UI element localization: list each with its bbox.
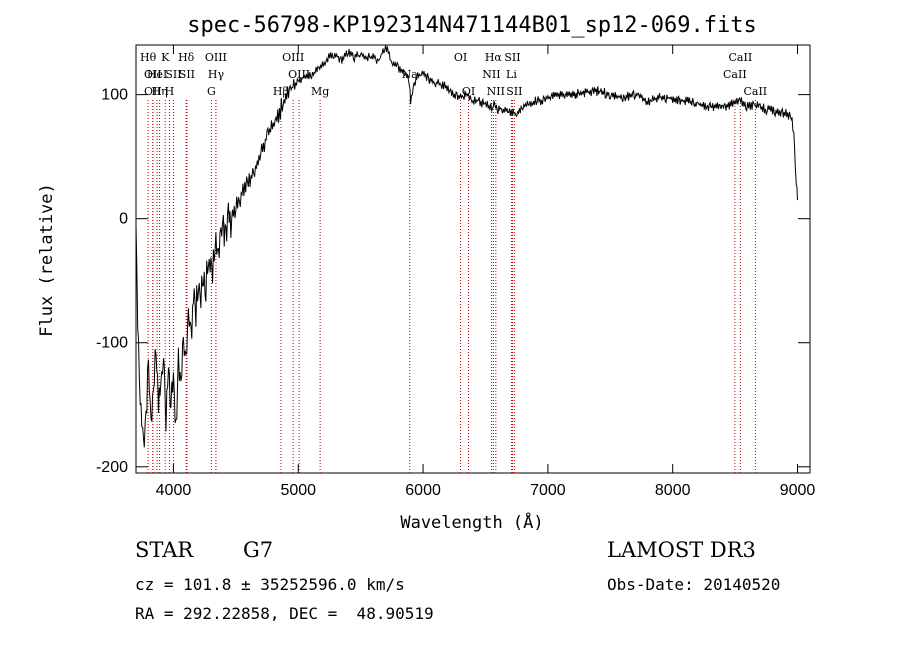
line-marker-label: SII [506,85,522,98]
line-marker-label: HeI [147,68,167,81]
plot-frame [135,44,811,474]
line-marker-label: Li [506,68,517,81]
line-marker-label: SII [165,68,181,81]
line-marker-label: H [165,85,175,98]
x-tick-label: 8000 [655,482,691,499]
line-marker-label: CaII [723,68,747,81]
line-marker-label: SII [179,68,195,81]
line-marker-label: OII [144,68,162,81]
coordinates: RA = 292.22858, DEC = 48.90519 [135,604,434,623]
line-marker-label: Na [402,68,419,81]
line-marker-label: Mg [311,85,329,98]
x-tick-label: 5000 [280,482,316,499]
line-marker-label: G [207,85,216,98]
line-marker-label: Hγ [208,68,225,81]
line-marker-label: OIII [205,51,227,64]
line-marker-label: Hδ [178,51,195,64]
line-marker-label: Hθ [140,51,157,64]
axis-ticks: 4000 5000 6000 7000 8000 9000 -200 -100 0 100 [96,45,815,499]
line-marker-label: OII [144,85,162,98]
y-axis-label: Flux (relative) [37,183,57,337]
x-tick-label: 4000 [156,482,192,499]
spectrum-line [135,44,798,448]
line-marker-label: SII [504,51,520,64]
object-subclass: G7 [243,538,274,562]
y-tick-label: 100 [101,87,128,104]
line-marker-label: OI [454,51,467,64]
line-marker-label: CaII [729,51,753,64]
y-tick-label: -100 [96,335,128,352]
line-marker-label: NII [487,85,505,98]
x-tick-label: 7000 [530,482,566,499]
object-class: STAR [135,538,194,562]
line-marker-label: CaII [743,85,767,98]
line-marker-label: OIII [282,51,304,64]
chart-title: spec-56798-KP192314N471144B01_sp12-069.f… [187,13,757,38]
line-marker-label: OI [462,85,475,98]
redshift-info: cz = 101.8 ± 35252596.0 km/s [135,575,405,594]
line-marker-label: Hη [151,85,167,98]
y-tick-label: 0 [119,211,128,228]
line-marker-label: NII [482,68,500,81]
x-tick-label: 9000 [780,482,816,499]
line-marker-label: Hβ [273,85,289,98]
survey-name: LAMOST DR3 [607,538,756,562]
line-marker-label: Hα [485,51,503,64]
line-marker-label: K [161,51,170,64]
x-tick-label: 6000 [405,482,441,499]
observation-date: Obs-Date: 20140520 [607,575,781,594]
y-tick-label: -200 [96,459,128,476]
x-axis-label: Wavelength (Å) [400,511,543,533]
